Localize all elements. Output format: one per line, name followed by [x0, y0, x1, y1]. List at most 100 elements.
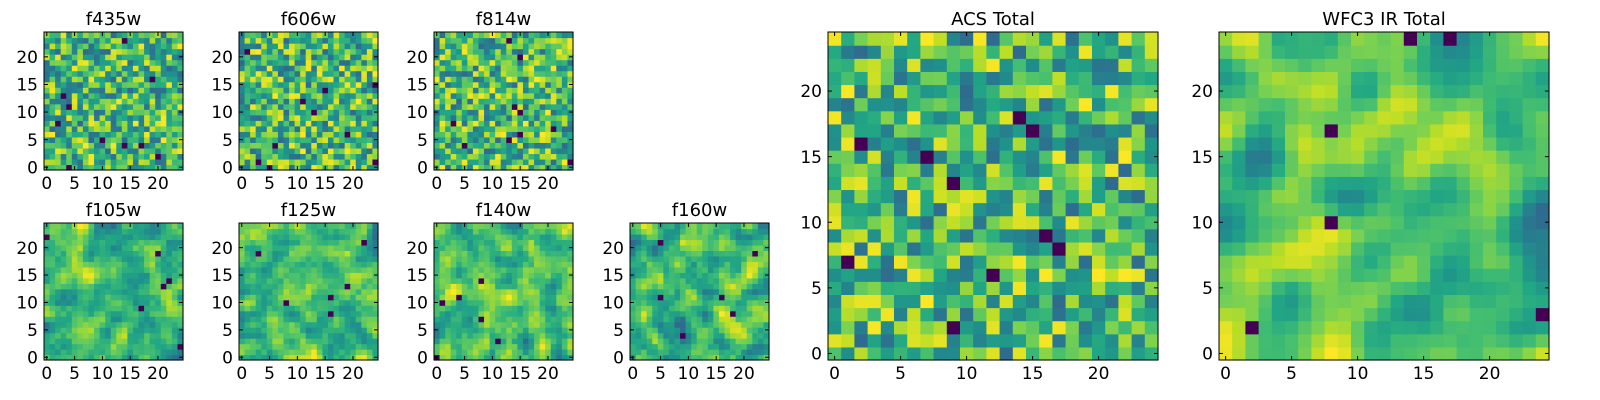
heatmap-cell	[83, 278, 89, 284]
heatmap-cell	[736, 349, 742, 355]
heatmap-cell	[1026, 203, 1040, 217]
heatmap-cell	[94, 109, 100, 115]
heatmap-cell	[172, 126, 178, 132]
heatmap-cell	[122, 38, 128, 44]
heatmap-cell	[445, 137, 451, 143]
heatmap-cell	[311, 159, 317, 165]
heatmap-cell	[44, 239, 50, 245]
heatmap-cell	[105, 120, 111, 126]
heatmap-cell	[317, 300, 323, 306]
heatmap-cell	[322, 267, 328, 273]
heatmap-cell	[172, 137, 178, 143]
heatmap-cell	[495, 137, 501, 143]
heatmap-cell	[72, 87, 78, 93]
heatmap-cell	[116, 71, 122, 77]
heatmap-cell	[122, 109, 128, 115]
heatmap-cell	[478, 159, 484, 165]
heatmap-cell	[361, 71, 367, 77]
heatmap-cell	[490, 344, 496, 350]
heatmap-cell	[161, 93, 167, 99]
heatmap-cell	[322, 228, 328, 234]
heatmap-cell	[256, 283, 262, 289]
heatmap-cell	[350, 344, 356, 350]
heatmap-cell	[322, 104, 328, 110]
heatmap-cell	[88, 239, 94, 245]
heatmap-cell	[122, 131, 128, 137]
heatmap-cell	[150, 76, 156, 82]
heatmap-cell	[462, 87, 468, 93]
heatmap-cell	[345, 278, 351, 284]
heatmap-cell	[322, 283, 328, 289]
heatmap-cell	[322, 38, 328, 44]
heatmap-cell	[534, 142, 540, 148]
heatmap-cell	[155, 109, 161, 115]
heatmap-cell	[686, 316, 692, 322]
heatmap-cell	[490, 349, 496, 355]
heatmap-cell	[669, 272, 675, 278]
heatmap-cell	[540, 32, 546, 38]
heatmap-cell	[1118, 321, 1132, 335]
heatmap-cell	[144, 115, 150, 121]
heatmap-cell	[161, 98, 167, 104]
heatmap-cell	[44, 93, 50, 99]
heatmap-cell	[150, 148, 156, 154]
heatmap-cell	[278, 76, 284, 82]
heatmap-cell	[328, 256, 334, 262]
heatmap-cell	[261, 278, 267, 284]
heatmap-cell	[517, 311, 523, 317]
heatmap-cell	[719, 278, 725, 284]
heatmap-cell	[278, 82, 284, 88]
heatmap-cell	[758, 305, 764, 311]
heatmap-cell	[155, 256, 161, 262]
heatmap-cell	[328, 148, 334, 154]
heatmap-cell	[278, 338, 284, 344]
heatmap-cell	[328, 223, 334, 229]
heatmap-cell	[868, 229, 882, 243]
heatmap-cell	[456, 239, 462, 245]
heatmap-cell	[473, 272, 479, 278]
heatmap-cell	[1079, 176, 1093, 190]
heatmap-cell	[367, 120, 373, 126]
heatmap-cell	[868, 163, 882, 177]
heatmap-cell	[328, 54, 334, 60]
heatmap-cell	[77, 159, 83, 165]
heatmap-cell	[55, 223, 61, 229]
heatmap-cell	[172, 294, 178, 300]
heatmap-cell	[66, 344, 72, 350]
heatmap-cell	[100, 71, 106, 77]
heatmap-cell	[155, 327, 161, 333]
heatmap-cell	[311, 38, 317, 44]
heatmap-cell	[250, 289, 256, 295]
heatmap-cell	[283, 60, 289, 66]
heatmap-cell	[345, 49, 351, 55]
heatmap-cell	[250, 239, 256, 245]
heatmap-cell	[100, 43, 106, 49]
heatmap-cell	[72, 267, 78, 273]
heatmap-cell	[534, 115, 540, 121]
heatmap-cell	[702, 327, 708, 333]
heatmap-cell	[478, 261, 484, 267]
heatmap-cell	[289, 43, 295, 49]
heatmap-cell	[350, 60, 356, 66]
heatmap-cell	[540, 159, 546, 165]
heatmap-cell	[1052, 163, 1066, 177]
heatmap-cell	[506, 131, 512, 137]
heatmap-cell	[250, 283, 256, 289]
heatmap-cell	[328, 267, 334, 273]
heatmap-cell	[1145, 176, 1159, 190]
heatmap-cell	[350, 283, 356, 289]
heatmap-cell	[139, 54, 145, 60]
heatmap-cell	[50, 142, 56, 148]
heatmap-cell	[356, 327, 362, 333]
heatmap-cell	[272, 289, 278, 295]
heatmap-cell	[345, 54, 351, 60]
heatmap-cell	[66, 305, 72, 311]
heatmap-cell	[139, 109, 145, 115]
heatmap-cell	[1013, 163, 1027, 177]
heatmap-cell	[261, 300, 267, 306]
heatmap-cell	[478, 76, 484, 82]
heatmap-cell	[1092, 203, 1106, 217]
heatmap-cell	[473, 294, 479, 300]
heatmap-cell	[267, 137, 273, 143]
heatmap-cell	[77, 109, 83, 115]
